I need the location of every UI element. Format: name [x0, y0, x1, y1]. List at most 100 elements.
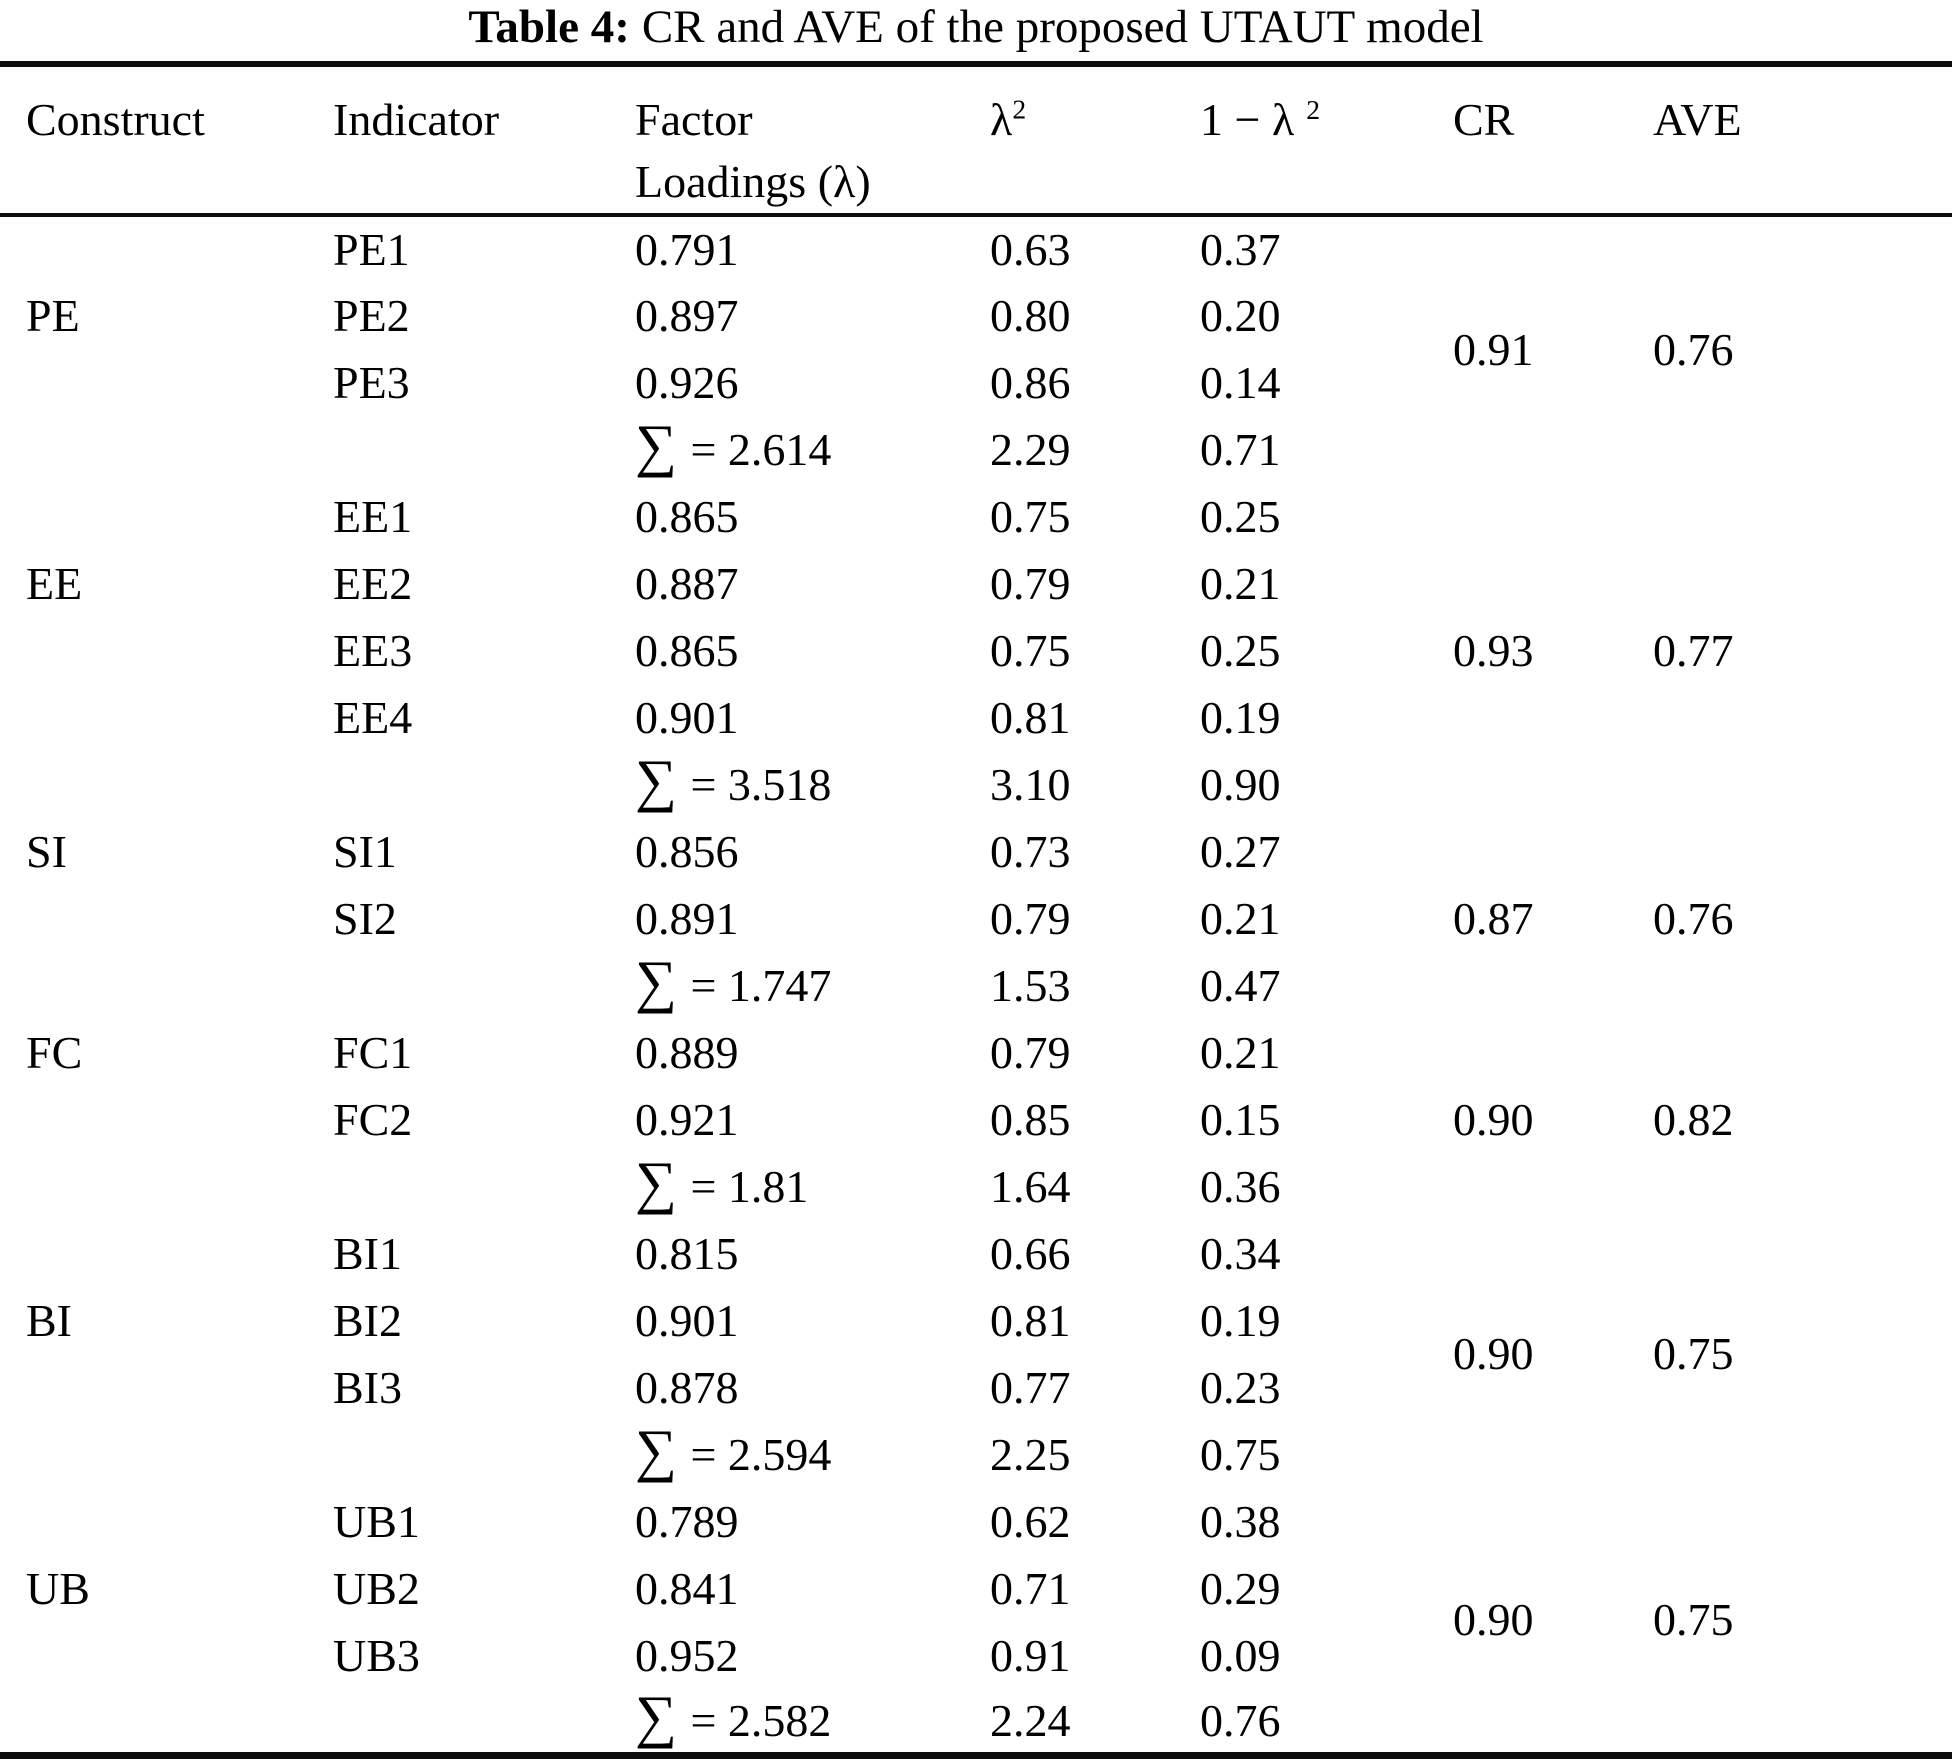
cr-value-cell: 0.91	[1453, 324, 1534, 376]
indicator-cell: SI1	[333, 825, 397, 877]
factor-loading-cell: 0.841	[635, 1562, 739, 1614]
indicator-cell	[333, 1689, 635, 1756]
factor-loading-cell: 0.887	[635, 557, 739, 609]
construct-cell	[0, 1153, 333, 1220]
construct-cell	[0, 1354, 333, 1421]
construct-cell: FC	[26, 1026, 83, 1078]
construct-cell: BI	[26, 1294, 72, 1346]
construct-cell	[0, 215, 333, 282]
factor-loading-cell: 0.789	[635, 1495, 739, 1547]
sum-value: = 2.594	[678, 1428, 832, 1480]
ave-value-cell: 0.76	[1653, 892, 1734, 944]
factor-loading-cell: 0.815	[635, 1227, 739, 1279]
lambda-squared-cell: 0.73	[990, 825, 1071, 877]
lambda-squared-cell: 0.71	[990, 1562, 1071, 1614]
table-row: BI3 0.878 0.77 0.23	[0, 1354, 1952, 1421]
indicator-cell: BI1	[333, 1227, 402, 1279]
one-minus-lambda-squared-cell: 0.47	[1200, 959, 1281, 1011]
construct-cell	[0, 1220, 333, 1287]
cr-value-cell: 0.90	[1453, 1328, 1534, 1380]
construct-cell	[0, 1086, 333, 1153]
indicator-cell: FC2	[333, 1093, 413, 1145]
table-row: PE3 0.926 0.86 0.14	[0, 349, 1952, 416]
construct-cell: EE	[26, 557, 83, 609]
factor-loading-cell: 0.901	[635, 1294, 739, 1346]
sum-loading-cell: ∑ = 2.594	[635, 1421, 990, 1488]
construct-cell	[0, 952, 333, 1019]
lambda-squared-cell: 0.86	[990, 356, 1071, 408]
lambda-squared-cell: 0.77	[990, 1361, 1071, 1413]
indicator-cell: PE3	[333, 356, 410, 408]
one-minus-lambda-squared-cell: 0.27	[1200, 825, 1281, 877]
lambda-squared-cell: 0.62	[990, 1495, 1071, 1547]
col-header-lambda-squared: λ2	[990, 64, 1200, 218]
table-row: EE3 0.865 0.75 0.25	[0, 617, 1952, 684]
lambda-squared-cell: 0.79	[990, 892, 1071, 944]
ave-value-cell: 0.75	[1653, 1328, 1734, 1380]
one-minus-lambda-squared-cell: 0.21	[1200, 557, 1281, 609]
construct-cell	[0, 416, 333, 483]
one-minus-lambda-squared-cell: 0.29	[1200, 1562, 1281, 1614]
one-minus-lambda-squared-cell: 0.36	[1200, 1160, 1281, 1212]
one-minus-lambda-squared-cell: 0.14	[1200, 356, 1281, 408]
sum-value: = 2.582	[678, 1694, 832, 1746]
factor-loading-cell: 0.865	[635, 490, 739, 542]
table-row: ∑ = 3.518 3.10 0.90	[0, 751, 1952, 818]
indicator-cell: FC1	[333, 1026, 413, 1078]
one-minus-lambda-squared-cell: 0.23	[1200, 1361, 1281, 1413]
sum-value: = 2.614	[678, 423, 832, 475]
one-minus-lambda-squared-cell: 0.34	[1200, 1227, 1281, 1279]
table-row: UB1 0.789 0.62 0.38 0.90 0.75	[0, 1488, 1952, 1643]
col-header-one-minus-lambda-squared: 1 − λ 2	[1200, 64, 1453, 218]
one-minus-lambda-squared-cell: 0.09	[1200, 1629, 1281, 1681]
construct-cell	[0, 617, 333, 684]
lambda-squared-cell: 2.29	[990, 423, 1071, 475]
factor-loading-cell: 0.878	[635, 1361, 739, 1413]
sigma-icon: ∑	[635, 948, 677, 1014]
factor-loading-cell: 0.865	[635, 624, 739, 676]
sum-loading-cell: ∑ = 1.81	[635, 1153, 990, 1220]
construct-cell	[0, 751, 333, 818]
lambda-squared-cell: 0.91	[990, 1629, 1071, 1681]
indicator-cell: SI2	[333, 892, 397, 944]
sigma-icon: ∑	[635, 1149, 677, 1215]
lambda-squared-cell: 0.81	[990, 1294, 1071, 1346]
indicator-cell	[333, 416, 635, 483]
factor-loading-cell: 0.921	[635, 1093, 739, 1145]
factor-loading-cell: 0.952	[635, 1629, 739, 1681]
sigma-icon: ∑	[635, 412, 677, 478]
lambda-squared-cell: 2.24	[990, 1694, 1071, 1746]
one-minus-lambda-squared-cell: 0.19	[1200, 1294, 1281, 1346]
table-row: SI SI1 0.856 0.73 0.27 0.87 0.76	[0, 818, 1952, 941]
factor-loading-cell: 0.901	[635, 691, 739, 743]
header-row: Construct Indicator Factor Loadings (λ) …	[0, 64, 1952, 218]
lambda-exponent: 2	[1012, 93, 1027, 125]
col-header-ave: AVE	[1653, 64, 1952, 218]
indicator-cell: EE2	[333, 557, 413, 609]
one-minus-lambda-squared-cell: 0.25	[1200, 624, 1281, 676]
construct-cell: PE	[26, 289, 80, 341]
construct-cell	[0, 684, 333, 751]
table-title: Table 4: CR and AVE of the proposed UTAUT…	[0, 0, 1952, 59]
indicator-cell	[333, 751, 635, 818]
factor-loading-cell: 0.926	[635, 356, 739, 408]
construct-cell	[0, 1488, 333, 1555]
table-row: ∑ = 2.614 2.29 0.71	[0, 416, 1952, 483]
lambda-squared-cell: 0.79	[990, 557, 1071, 609]
factor-loading-cell: 0.791	[635, 223, 739, 275]
lambda-squared-cell: 1.64	[990, 1160, 1071, 1212]
col-header-indicator: Indicator	[333, 64, 635, 218]
ave-value-cell: 0.75	[1653, 1594, 1734, 1646]
indicator-cell	[333, 952, 635, 1019]
cr-ave-table: Construct Indicator Factor Loadings (λ) …	[0, 61, 1952, 1759]
one-minus-lambda-squared-cell: 0.76	[1200, 1694, 1281, 1746]
one-minus-lambda-squared-cell: 0.38	[1200, 1495, 1281, 1547]
indicator-cell: EE4	[333, 691, 413, 743]
lambda-squared-cell: 0.63	[990, 223, 1071, 275]
lambda-squared-cell: 1.53	[990, 959, 1071, 1011]
indicator-cell: UB3	[333, 1629, 420, 1681]
lambda-squared-cell: 2.25	[990, 1428, 1071, 1480]
sigma-icon: ∑	[635, 1683, 677, 1749]
factor-loading-cell: 0.891	[635, 892, 739, 944]
